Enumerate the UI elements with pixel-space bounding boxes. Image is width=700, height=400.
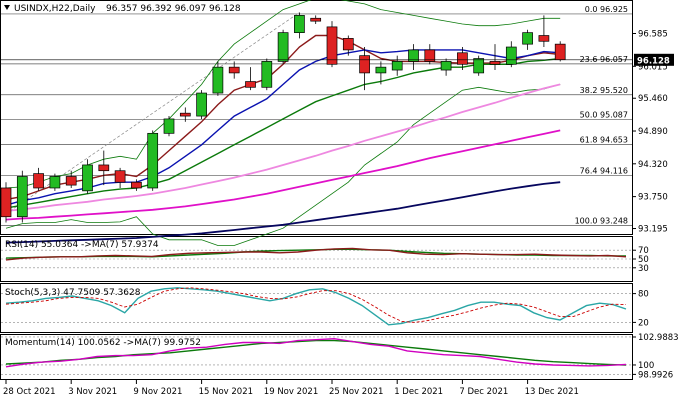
fib-label: 76.4 94.116 — [580, 167, 628, 176]
x-tick-label: 9 Nov 2021 — [133, 387, 182, 397]
candle-bear — [0, 187, 12, 218]
candle-bull — [408, 49, 419, 62]
ohlc-readout: 96.357 96.392 96.097 96.128 — [106, 4, 241, 14]
fib-label: 50.0 95.087 — [580, 111, 628, 120]
x-tick-label: 13 Dec 2021 — [525, 387, 579, 397]
candle-bear — [359, 55, 370, 74]
candle-bull — [147, 132, 159, 189]
y-tick-label: 94.890 — [638, 127, 668, 137]
rsi-series-line — [5, 247, 627, 261]
candle-bear — [98, 164, 110, 172]
candle-bull — [473, 58, 485, 74]
momentum-tick-label: 98.9926 — [638, 370, 673, 380]
candle-bear — [538, 35, 550, 42]
candle-bear — [489, 61, 501, 65]
price-title-group: USINDX,H22,Daily 96.357 96.392 96.097 96… — [4, 4, 241, 14]
candle-bear — [179, 112, 191, 117]
momentum-pane-frame — [0, 334, 633, 380]
rsi-tick-label: 50 — [638, 255, 649, 265]
moving-average-line — [5, 129, 561, 221]
candle-bull — [391, 61, 403, 71]
stoch-title: Stoch(5,3,3) 47.7509 57.3628 — [5, 288, 141, 298]
momentum-tick-label: 100 — [638, 361, 654, 371]
rsi-title: RSI(14) 55.0364 ->MA(7) 57.9374 — [5, 240, 159, 250]
candle-bear — [131, 181, 142, 189]
candle-bull — [294, 15, 305, 33]
candle-bull — [505, 46, 517, 65]
momentum-title: Momentum(14) 100.0562 ->MA(7) 99.9752 — [5, 338, 201, 348]
y-tick-label: 96.585 — [638, 30, 668, 40]
last-price-box — [634, 53, 674, 66]
moving-average-line — [5, 83, 561, 212]
x-tick-label: 3 Nov 2021 — [68, 387, 117, 397]
momentum-series-line — [5, 337, 627, 368]
moving-average-line — [5, 57, 561, 209]
fib-label: 23.6 96.057 — [580, 55, 628, 64]
rsi-tick-label: 30 — [638, 264, 649, 274]
x-tick-label: 15 Nov 2021 — [199, 387, 253, 397]
stoch-tick-label: 20 — [638, 318, 649, 328]
stoch-series-line — [5, 287, 627, 323]
last-price-label: 96.128 — [637, 56, 670, 66]
candle-bull — [261, 61, 273, 88]
moving-average-line — [5, 49, 561, 206]
candle-bull — [16, 176, 28, 218]
y-tick-label: 93.750 — [638, 193, 668, 203]
candle-bear — [33, 173, 44, 189]
candle-bear — [326, 26, 338, 65]
y-tick-label: 94.320 — [638, 160, 668, 170]
candle-bull — [196, 92, 207, 117]
stoch-series-line — [5, 287, 627, 326]
candle-bull — [49, 176, 61, 189]
candle-bull — [440, 61, 452, 71]
candle-bear — [310, 17, 322, 22]
candle-bull — [212, 66, 224, 94]
x-tick-label: 25 Nov 2021 — [329, 387, 383, 397]
time-axis: 28 Oct 2021 3 Nov 2021 9 Nov 2021 15 Nov 20… — [3, 380, 579, 397]
momentum-series-line — [5, 339, 627, 366]
fib-label: 100.0 93.248 — [575, 216, 628, 225]
bollinger-upper — [5, 0, 561, 189]
candle-bear — [114, 170, 126, 183]
x-tick-label: 19 Nov 2021 — [264, 387, 318, 397]
candle-bull — [277, 32, 289, 62]
price-pane-frame — [0, 0, 633, 235]
trend-line — [5, 12, 300, 215]
y-tick-label: 96.015 — [638, 62, 668, 72]
x-tick-label: 7 Dec 2021 — [459, 387, 508, 397]
candle-bear — [342, 38, 354, 51]
fib-label: 0.0 96.925 — [585, 5, 628, 14]
stoch-tick-label: 80 — [638, 290, 649, 300]
candle-bull — [522, 32, 533, 45]
candle-bear — [228, 66, 240, 74]
y-tick-label: 95.460 — [638, 94, 668, 104]
candle-bull — [375, 66, 387, 74]
momentum-tick-label: 102.9883 — [638, 333, 679, 343]
collapse-triangle-icon[interactable] — [4, 5, 10, 10]
candle-bear — [554, 43, 566, 61]
moving-average-line — [5, 181, 561, 244]
candle-bull — [82, 164, 93, 192]
candle-bear — [424, 49, 436, 62]
fib-label: 61.8 94.653 — [580, 136, 628, 145]
fib-label: 38.2 95.520 — [580, 86, 628, 95]
x-tick-label: 28 Oct 2021 — [3, 387, 56, 397]
bollinger-lower — [5, 84, 561, 246]
y-tick-label: 93.195 — [638, 225, 668, 235]
x-tick-label: 1 Dec 2021 — [394, 387, 443, 397]
stoch-pane-frame — [0, 283, 633, 333]
candle-bear — [457, 52, 468, 65]
price-title: USINDX,H22,Daily — [14, 4, 96, 14]
candle-bear — [65, 176, 77, 186]
rsi-tick-label: 70 — [638, 246, 649, 256]
candle-bear — [245, 81, 256, 88]
moving-average-line — [5, 34, 561, 201]
price-pane: 0.0 96.925 23.6 96.057 38.2 95.520 50.0 95.… — [0, 0, 674, 246]
stoch-pane: 80 20 — [1, 287, 649, 328]
candle-bull — [163, 118, 175, 134]
